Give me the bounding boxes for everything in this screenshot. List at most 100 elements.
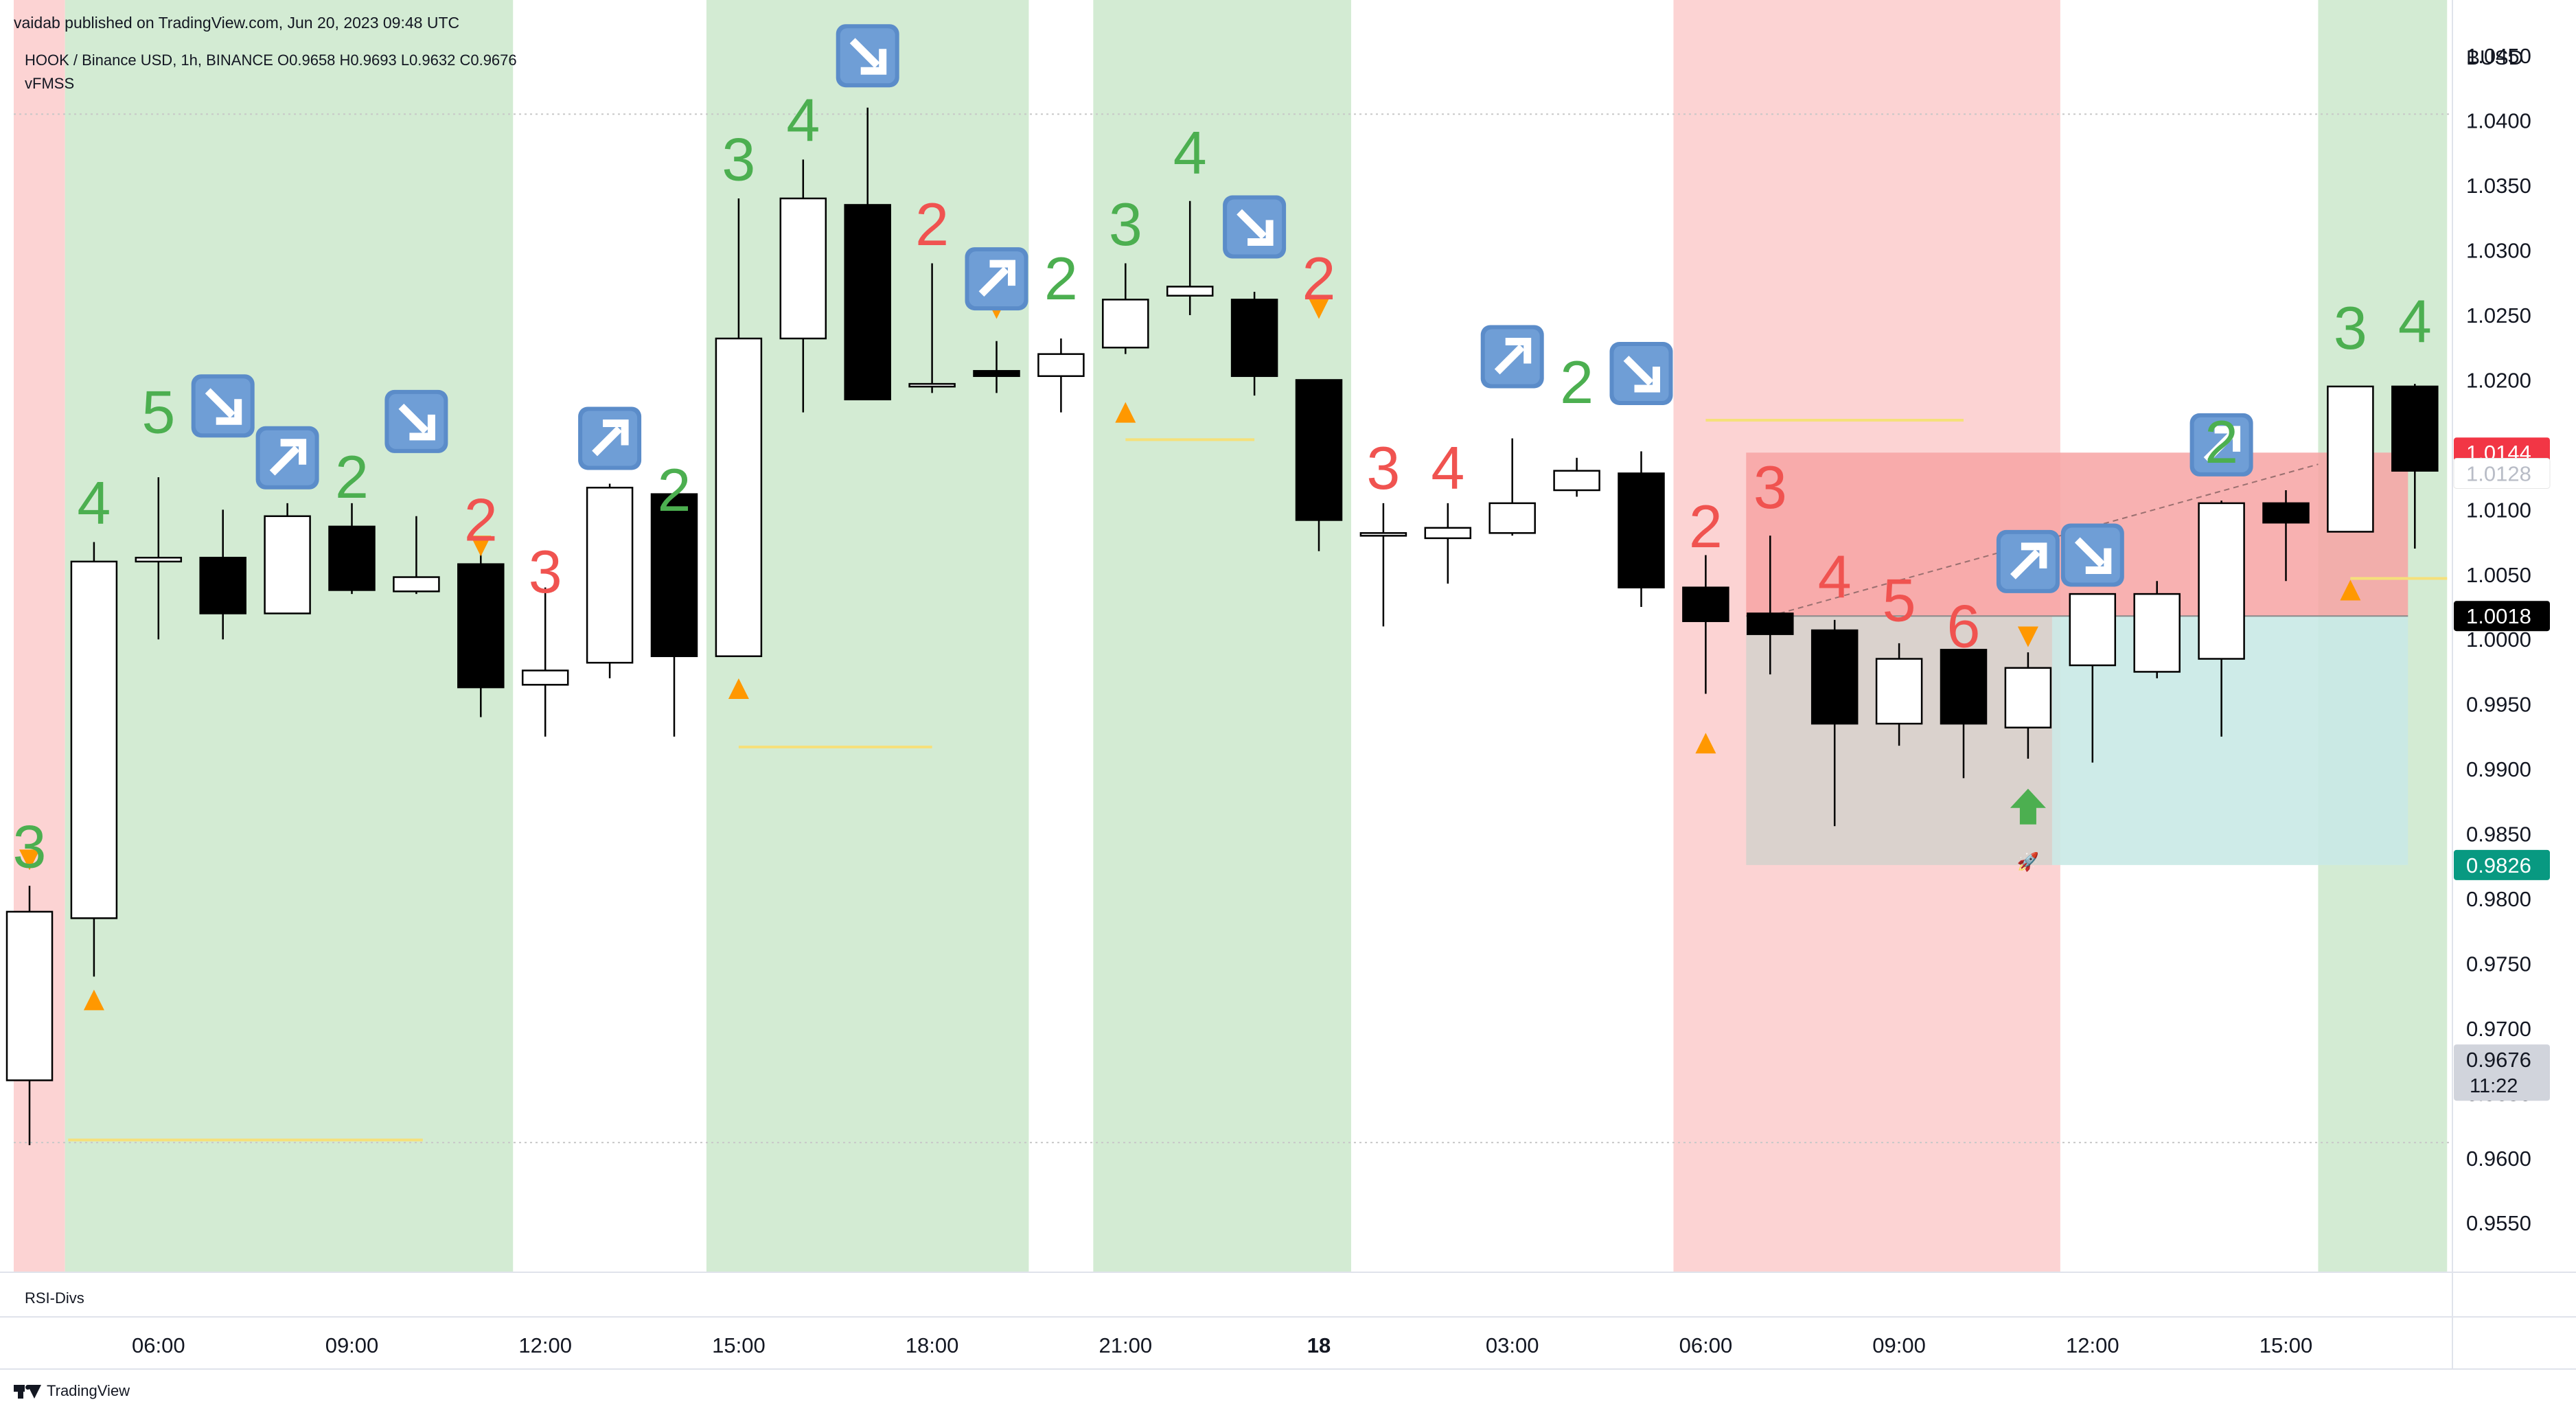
rocket-icon: 🚀: [2017, 851, 2039, 873]
candle[interactable]: [650, 493, 698, 737]
candle-body-up: [2004, 667, 2052, 728]
time-tick-label: 03:00: [1486, 1333, 1539, 1357]
price-badge-bg: [2454, 1044, 2550, 1101]
candle[interactable]: [973, 341, 1020, 393]
tradingview-brand[interactable]: TradingView: [14, 1382, 130, 1400]
candle[interactable]: [779, 159, 827, 413]
candle-body-down: [1682, 586, 1729, 623]
trend-line[interactable]: [1770, 463, 2319, 617]
candle[interactable]: [1037, 338, 1085, 413]
arrow-icon-glyph: [1623, 356, 1660, 393]
time-tick-label: 15:00: [712, 1333, 766, 1357]
candle-body-down: [1295, 379, 1343, 521]
sequence-count-label: 2: [335, 443, 369, 511]
arrow-down-right-icon: [191, 374, 255, 438]
price-tick-label: 0.9600: [2466, 1147, 2531, 1171]
candle[interactable]: [1230, 292, 1278, 396]
candle-body-up: [715, 337, 763, 658]
price-tick-label: 0.9850: [2466, 823, 2531, 847]
time-scale[interactable]: [0, 1272, 2576, 1413]
arrow-up-right-icon: [965, 247, 1028, 311]
arrow-up-right-icon: [2189, 413, 2253, 476]
price-badge-faded[interactable]: 1.0128: [2453, 457, 2551, 489]
candle-body-down: [650, 493, 698, 658]
sequence-count-label: 2: [464, 485, 498, 553]
arrow-down-right-icon: [836, 24, 899, 88]
price-badge-bg: [2454, 849, 2550, 880]
currency-label: BUSD: [2466, 47, 2524, 69]
price-badge-teal[interactable]: 0.9826: [2454, 849, 2550, 880]
candle-body-down: [1810, 629, 1859, 725]
time-tick-label: 06:00: [1679, 1333, 1733, 1357]
candle-body-up: [2198, 502, 2245, 660]
sequence-count-label: 2: [1044, 244, 1078, 312]
candle[interactable]: [844, 107, 891, 401]
rsi-pane-label[interactable]: RSI-Divs: [25, 1289, 84, 1307]
candle[interactable]: [199, 509, 246, 640]
candle[interactable]: [586, 483, 634, 678]
candle[interactable]: [1166, 200, 1214, 315]
sequence-count-label: 2: [915, 190, 949, 258]
arrow-icon-glyph: [205, 388, 242, 425]
candle-body-up: [1424, 527, 1472, 540]
candle[interactable]: [1747, 536, 1794, 675]
candle[interactable]: [521, 587, 569, 737]
candle[interactable]: [1682, 555, 1729, 694]
price-badge-black[interactable]: 1.0018: [2454, 601, 2550, 632]
price-badge-text: 1.0018: [2466, 604, 2531, 628]
candle-body-up: [2069, 593, 2117, 667]
triangle-up-icon: [1115, 402, 1136, 423]
indicator-legend[interactable]: vFMSS: [25, 75, 75, 92]
candle-body-down: [1940, 649, 1988, 725]
candle[interactable]: [2198, 501, 2245, 737]
candle[interactable]: [1553, 457, 1600, 497]
time-tick-label: 18: [1307, 1333, 1331, 1357]
symbol-legend[interactable]: HOOK / Binance USD, 1h, BINANCE O0.9658 …: [25, 51, 517, 69]
candle-body-up: [2327, 385, 2374, 533]
time-tick-label: 21:00: [1099, 1333, 1153, 1357]
candle[interactable]: [1102, 263, 1149, 354]
sequence-count-label: 6: [1947, 592, 1981, 660]
candle-body-up: [1488, 502, 1536, 534]
candle[interactable]: [328, 503, 376, 595]
candle[interactable]: [715, 198, 763, 658]
price-tick-label: 0.9900: [2466, 757, 2531, 781]
candle[interactable]: [2262, 490, 2310, 582]
price-badge-grey[interactable]: 0.9676 11:22: [2454, 1044, 2550, 1101]
candle[interactable]: [1875, 643, 1923, 746]
candle[interactable]: [135, 477, 183, 640]
candle[interactable]: [1488, 438, 1536, 536]
candle-body-down: [1618, 472, 1665, 588]
arrow-up-right-icon: [578, 406, 642, 470]
price-scale[interactable]: [2452, 0, 2576, 1413]
price-badge-text: 0.9676: [2466, 1048, 2531, 1072]
candle[interactable]: [1940, 649, 1988, 779]
countdown-text: 11:22: [2470, 1075, 2518, 1097]
sequence-count-label: 2: [1689, 492, 1723, 560]
candle[interactable]: [1359, 503, 1407, 627]
tradingview-logo-icon: [14, 1383, 41, 1399]
triangle-down-icon: [2017, 626, 2038, 647]
candle[interactable]: [2391, 384, 2439, 549]
candle[interactable]: [2327, 385, 2374, 533]
candle[interactable]: [264, 503, 311, 614]
candle[interactable]: [393, 516, 440, 595]
candle[interactable]: [5, 886, 54, 1145]
sequence-count-label: 3: [1109, 190, 1142, 258]
candle[interactable]: [1810, 619, 1859, 827]
candle[interactable]: [2133, 581, 2181, 678]
candle[interactable]: [1424, 503, 1472, 584]
sequence-count-label: 5: [141, 378, 175, 446]
candle[interactable]: [1295, 379, 1343, 551]
candle[interactable]: [1618, 451, 1665, 607]
candle[interactable]: [2004, 652, 2052, 759]
sequence-count-label: 5: [1883, 566, 1916, 634]
time-tick-label: 09:00: [1872, 1333, 1926, 1357]
candle[interactable]: [908, 263, 956, 393]
candle[interactable]: [70, 542, 118, 977]
candle[interactable]: [2069, 593, 2117, 763]
arrow-icon-glyph: [1237, 209, 1274, 246]
candle[interactable]: [457, 549, 505, 717]
price-tick-label: 1.0400: [2466, 109, 2531, 133]
